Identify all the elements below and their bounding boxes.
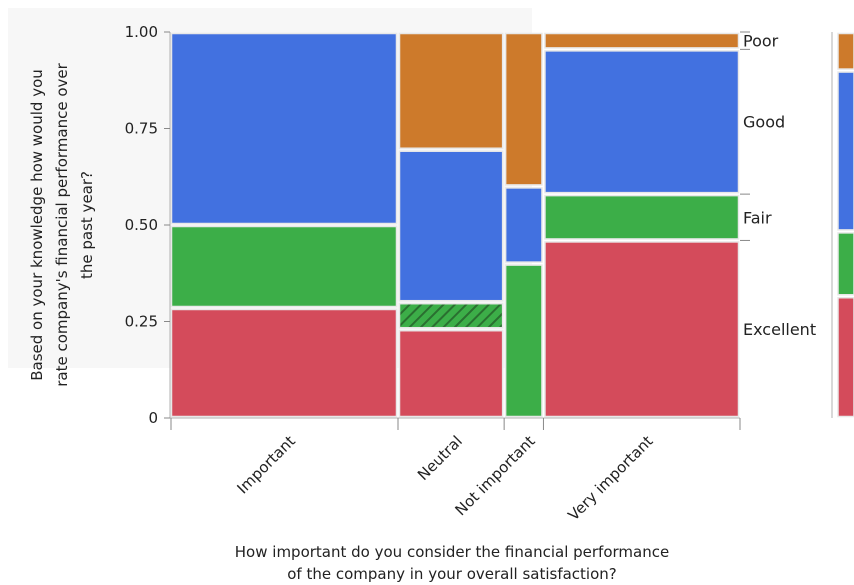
y-tick-label: 0.50 [125,216,158,234]
mosaic-cell [544,194,740,240]
y-tick-label: 1.00 [125,23,158,41]
mosaic-cell [398,32,504,149]
mosaic-cell [398,302,504,329]
series-label: Excellent [743,320,816,339]
y-axis-title: rate company's financial performance ove… [53,62,71,386]
legend-swatch [837,232,854,296]
bars-layer [170,32,854,418]
x-axis-title: How important do you consider the financ… [235,543,669,561]
mosaic-cell [504,32,543,186]
x-tick-label: Important [234,432,299,497]
y-tick-label: 0 [148,409,158,427]
legend-swatch [837,32,854,70]
mosaic-cell [504,187,543,263]
x-tick-label: Very important [564,432,656,524]
series-label: Fair [743,208,772,227]
mosaic-cell [170,308,398,418]
mosaic-cell [504,264,543,418]
series-label: Good [743,113,785,132]
x-axis-title: of the company in your overall satisfact… [287,565,616,583]
mosaic-cell [398,150,504,302]
mosaic-cell [398,329,504,418]
mosaic-cell [544,50,740,194]
mosaic-cell [170,32,398,225]
mosaic-cell [544,32,740,49]
legend-swatch [837,71,854,231]
y-tick-label: 0.25 [125,313,158,331]
y-axis-title: Based on your knowledge how would you [28,69,46,381]
series-label: Poor [743,32,779,51]
y-tick-label: 0.75 [125,120,158,138]
x-tick-label: Neutral [414,432,466,484]
legend-swatch [837,296,854,418]
mosaic-cell [170,225,398,308]
mosaic-cell [544,241,740,418]
y-axis-title: the past year? [78,171,96,279]
